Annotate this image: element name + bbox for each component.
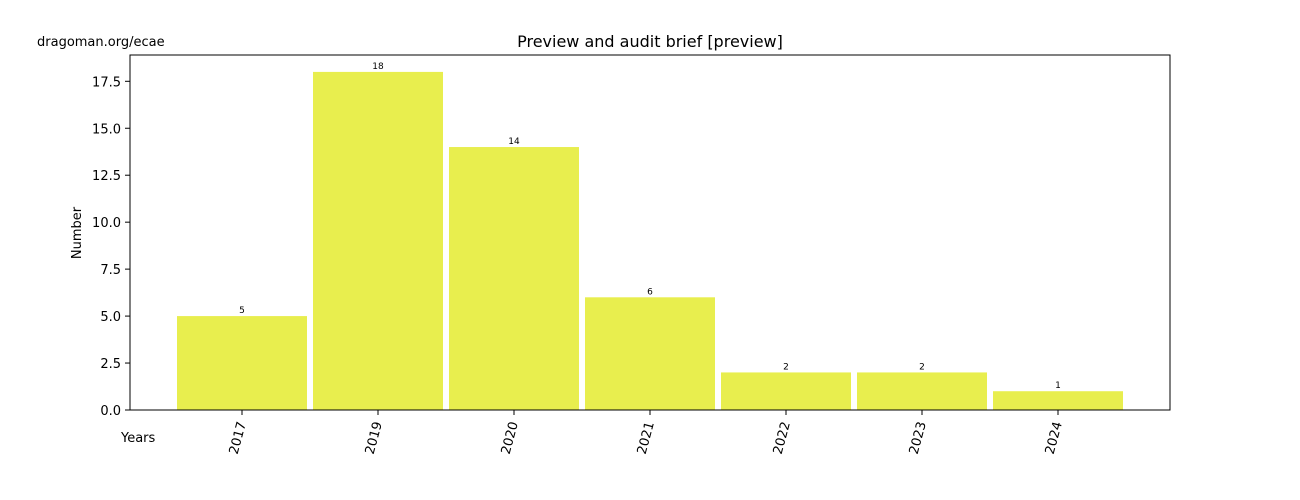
x-tick-label: 2019 xyxy=(363,420,386,456)
bar-value-label: 14 xyxy=(508,137,520,147)
y-tick-label: 15.0 xyxy=(92,122,121,137)
y-axis: 0.0 2.5 5.0 7.5 10.0 12.5 15.0 17.5 xyxy=(92,75,130,419)
bars-group xyxy=(177,71,1123,411)
bar-labels-group: 5 18 14 6 2 2 1 xyxy=(239,62,1061,391)
bar-value-label: 5 xyxy=(239,306,245,316)
x-tick-label: 2022 xyxy=(771,420,794,456)
bar-2021 xyxy=(585,297,715,410)
x-tick-label: 2021 xyxy=(635,420,658,456)
bar-value-label: 2 xyxy=(919,362,925,372)
y-tick-label: 0.0 xyxy=(100,404,121,419)
y-tick-label: 17.5 xyxy=(92,75,121,90)
bar-value-label: 6 xyxy=(647,287,653,297)
bar-value-label: 18 xyxy=(372,62,384,72)
y-tick-label: 12.5 xyxy=(92,169,121,184)
x-tick-label: 2023 xyxy=(907,420,930,456)
y-tick-label: 10.0 xyxy=(92,216,121,231)
x-tick-label: 2024 xyxy=(1043,420,1066,456)
bar-2023 xyxy=(857,372,987,410)
bar-2020 xyxy=(449,147,579,410)
y-tick-label: 2.5 xyxy=(100,357,121,372)
y-tick-label: 7.5 xyxy=(100,263,121,278)
bar-2019 xyxy=(313,71,443,411)
y-tick-label: 5.0 xyxy=(100,310,121,325)
bar-2017 xyxy=(177,316,307,410)
x-axis: 2017 2019 2020 2021 2022 2023 2024 xyxy=(227,410,1066,456)
x-tick-label: 2020 xyxy=(499,420,522,456)
bar-value-label: 2 xyxy=(783,362,789,372)
x-axis-label: Years xyxy=(120,431,156,446)
bar-2024 xyxy=(993,391,1123,410)
bar-value-label: 1 xyxy=(1055,381,1061,391)
x-tick-label: 2017 xyxy=(227,420,250,456)
bar-2022 xyxy=(721,372,851,410)
chart-title: Preview and audit brief [preview] xyxy=(517,32,783,51)
source-label: dragoman.org/ecae xyxy=(37,35,165,50)
y-axis-label: Number xyxy=(70,206,85,259)
